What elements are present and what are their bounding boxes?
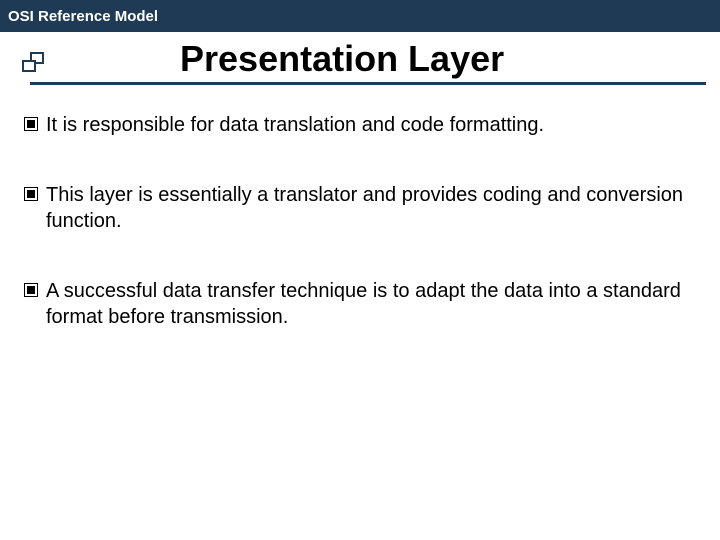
content-area: It is responsible for data translation a… bbox=[0, 94, 720, 330]
bullet-icon bbox=[24, 187, 38, 201]
title-underline bbox=[30, 82, 706, 85]
bullet-icon bbox=[24, 117, 38, 131]
title-row: Presentation Layer bbox=[0, 38, 720, 94]
bullet-text: A successful data transfer technique is … bbox=[46, 278, 696, 330]
header-text: OSI Reference Model bbox=[8, 8, 158, 25]
header-bar: OSI Reference Model bbox=[0, 0, 720, 32]
bullet-text: It is responsible for data translation a… bbox=[46, 112, 696, 138]
bullet-text: This layer is essentially a translator a… bbox=[46, 182, 696, 234]
list-item: It is responsible for data translation a… bbox=[24, 112, 696, 138]
list-item: A successful data transfer technique is … bbox=[24, 278, 696, 330]
squares-icon bbox=[22, 52, 50, 74]
bullet-icon bbox=[24, 283, 38, 297]
slide-title: Presentation Layer bbox=[180, 38, 504, 80]
list-item: This layer is essentially a translator a… bbox=[24, 182, 696, 234]
